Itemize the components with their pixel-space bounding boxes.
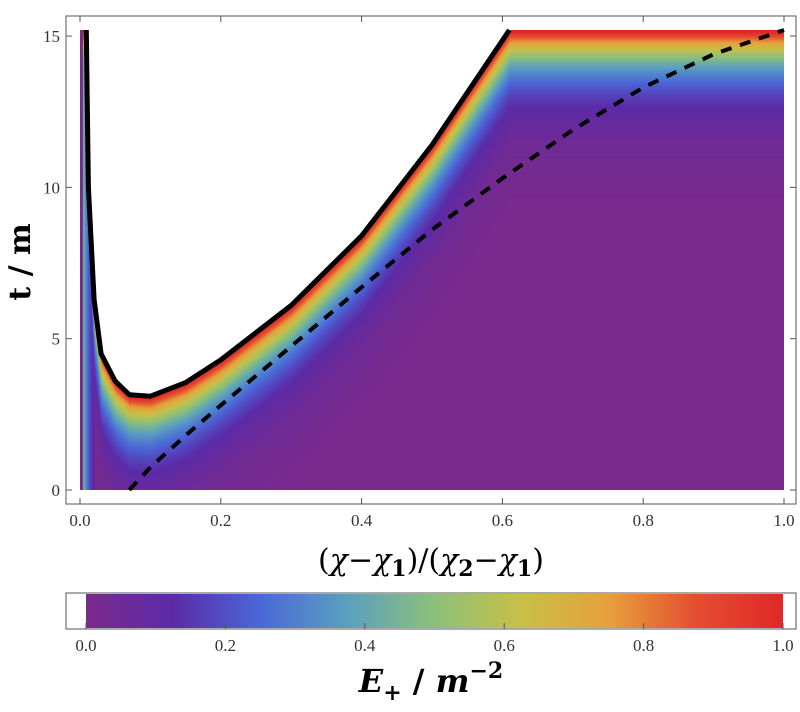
colorbar-frame [65,592,797,630]
colorbar-tick-label: 0.2 [215,636,236,655]
x-tick-label: 0.2 [210,511,231,530]
solid-boundary-curve [83,28,512,399]
x-title-part: χ [497,543,519,578]
x-tick-label: 0.8 [633,511,654,530]
x-title-part: χ [371,543,393,578]
colorbar-tick-label: 0.4 [354,636,376,655]
colorbar-gradient [86,594,783,628]
plot-frame [65,15,797,505]
y-axis-ticks: 0 5 10 15 [43,27,796,500]
colorbar-title-part: + [383,680,401,706]
colorbar-title: E+ / m−2 [358,658,503,706]
y-tick-label: 15 [43,27,60,46]
dashed-curve [127,28,785,492]
colorbar-title-part: E [358,662,384,700]
x-title-part: − [474,543,499,578]
x-axis-title: (χ−χ1)/(χ2−χ1) [318,543,544,582]
x-title-part: )/( [407,543,441,578]
colorbar-tick-label: 0.6 [494,636,515,655]
colorbar-tick-label: 0.0 [75,636,96,655]
colorbar-title-part: / [402,662,436,700]
colorbar: 0.0 0.2 0.4 0.6 0.8 1.0 [65,592,797,655]
x-tick-label: 0.6 [492,511,513,530]
colorbar-ticks: 0.0 0.2 0.4 0.6 0.8 1.0 [75,623,794,655]
y-axis-title: t / m [3,223,38,301]
x-axis-ticks: 0.0 0.2 0.4 0.6 0.8 1.0 [69,16,795,530]
x-tick-label: 1.0 [773,511,794,530]
colorbar-tick-label: 1.0 [772,636,793,655]
colorbar-title-part: m [436,662,470,700]
plot-area: 0.0 0.2 0.4 0.6 0.8 1.0 0 5 10 15 [43,15,797,530]
x-tick-label: 0.0 [69,511,90,530]
x-title-part: χ [438,543,460,578]
colorbar-title-part: −2 [469,658,503,684]
x-tick-label: 0.4 [351,511,373,530]
x-title-part: ) [532,543,544,578]
colorbar-tick-label: 0.8 [633,636,654,655]
heatmap-field [80,30,784,490]
x-title-part: ( [318,543,330,578]
x-title-part: χ [328,543,350,578]
x-title-part: 1 [517,556,532,582]
x-title-part: 1 [391,556,406,582]
y-tick-label: 0 [52,481,61,500]
x-title-part: 2 [458,556,473,582]
y-tick-label: 5 [52,330,61,349]
x-title-part: − [348,543,373,578]
y-tick-label: 10 [43,178,60,197]
